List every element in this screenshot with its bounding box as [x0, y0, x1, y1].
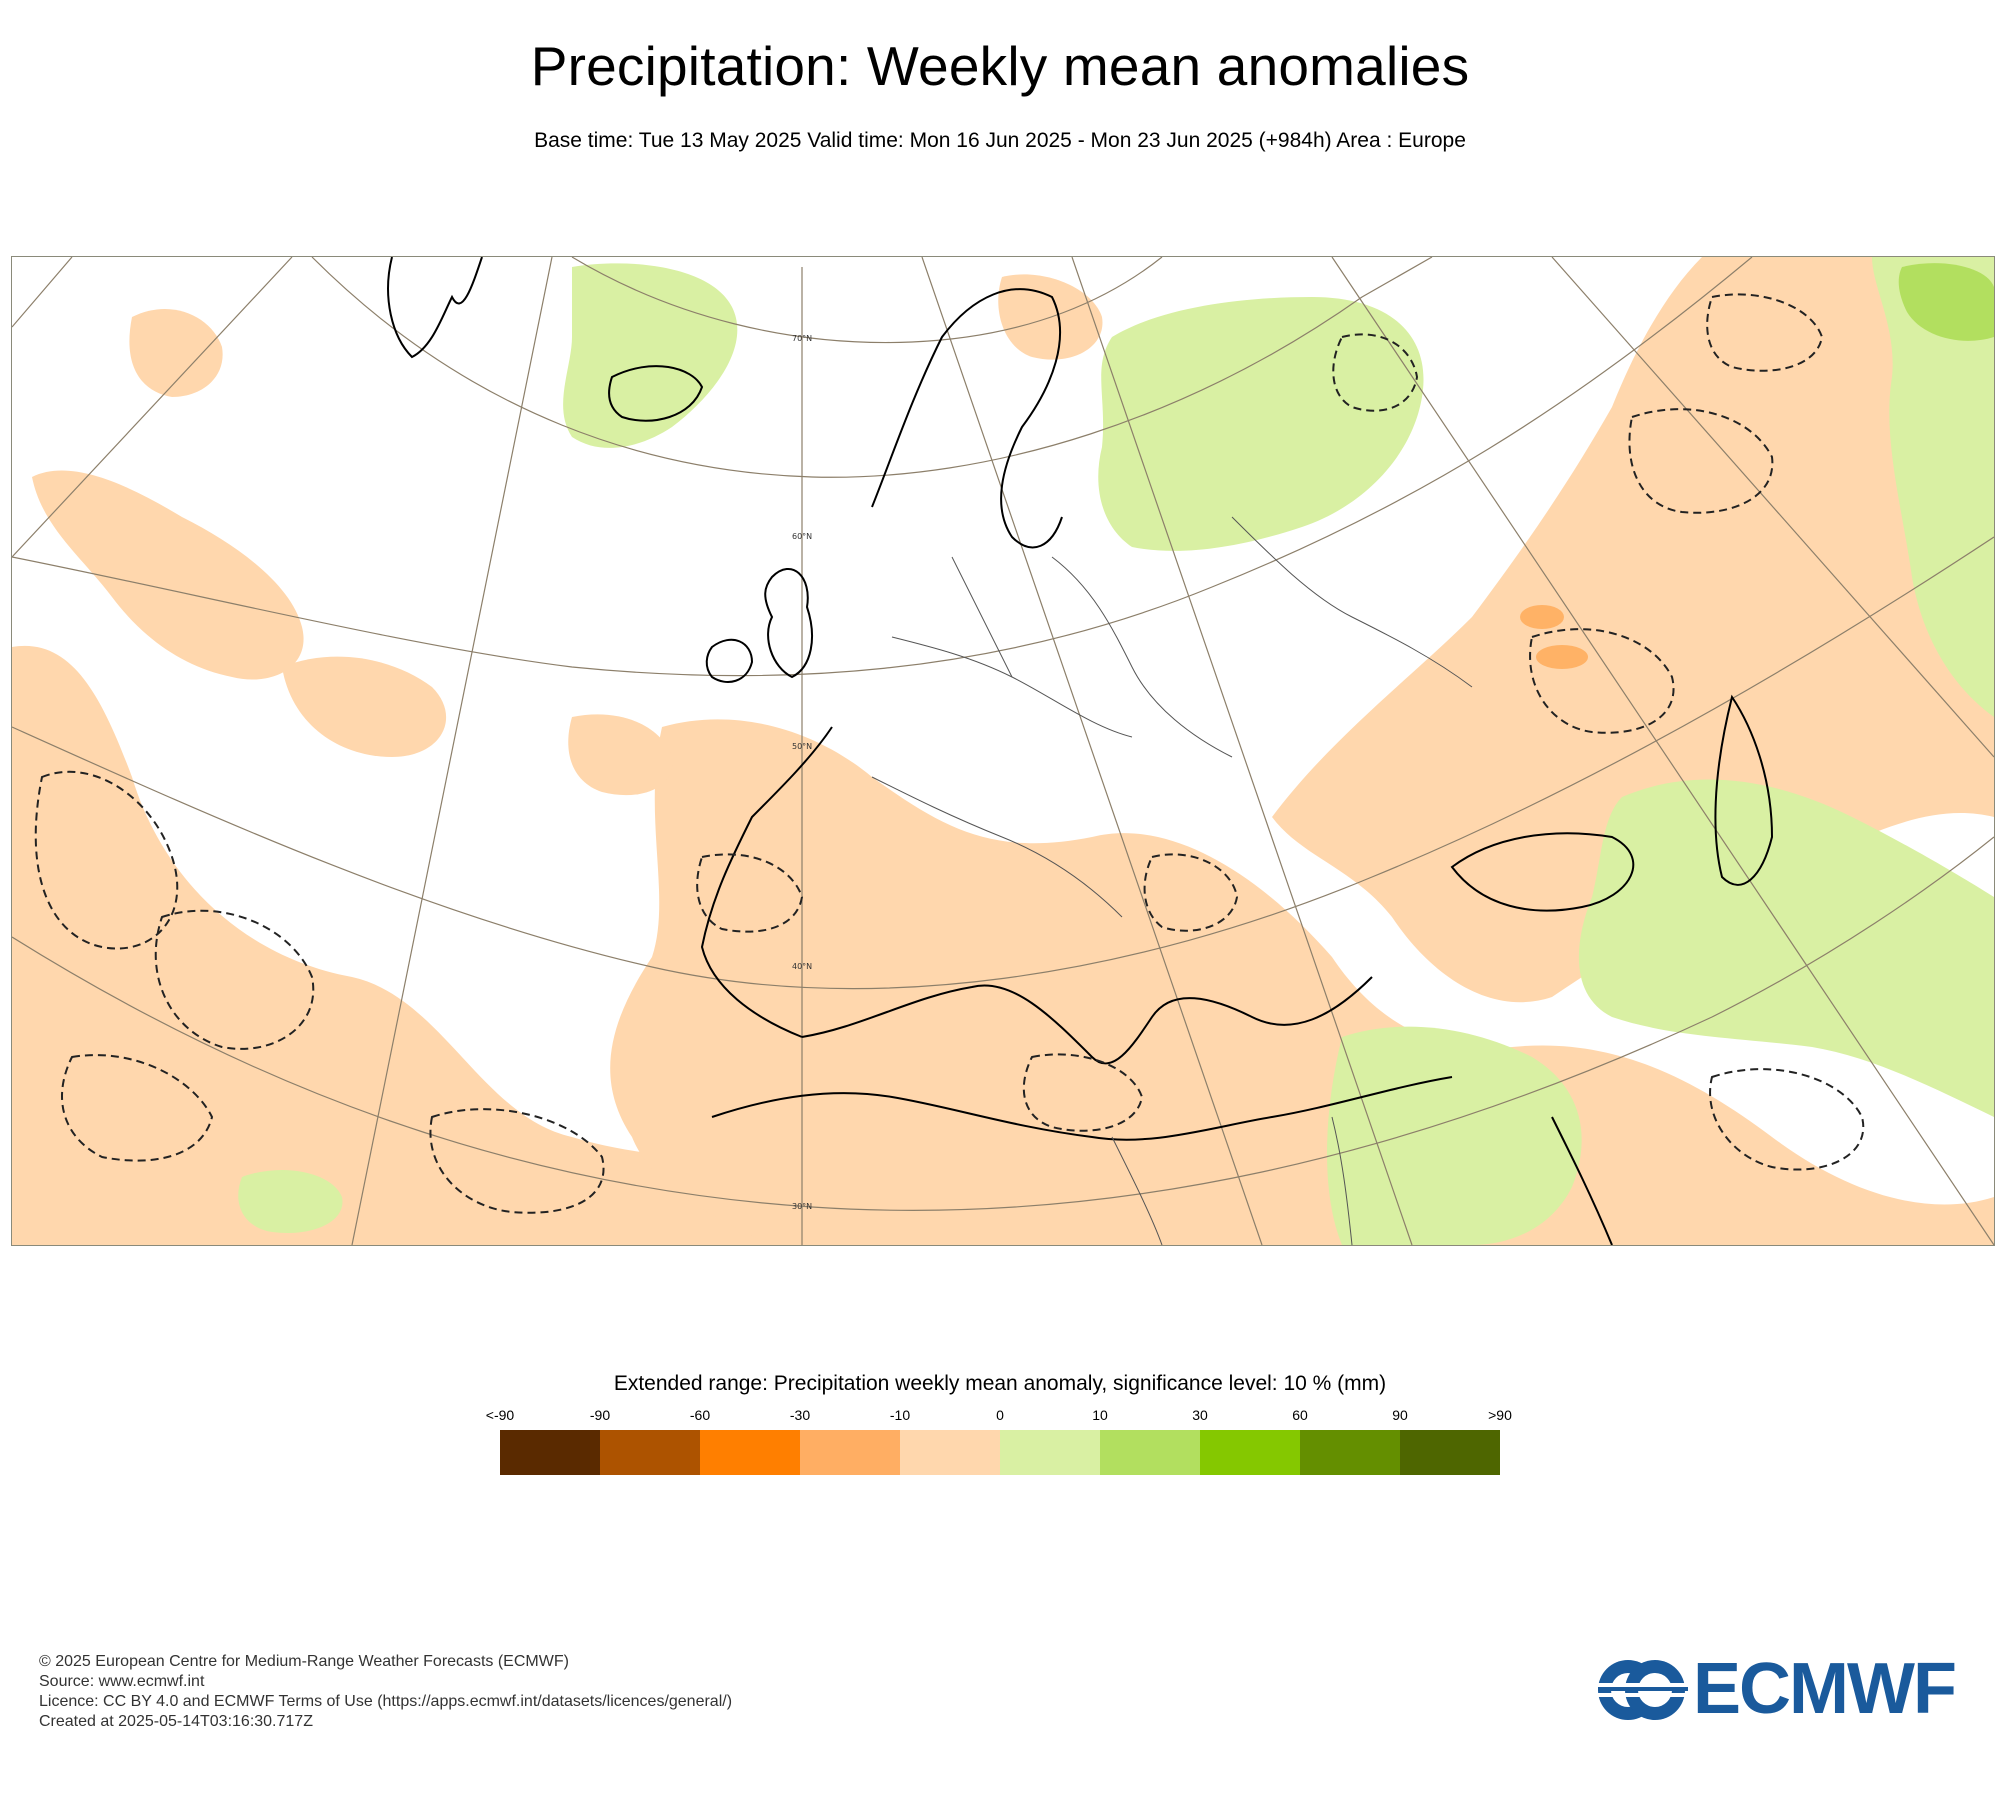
lat-label-30: 30°N	[792, 1202, 812, 1211]
parallel-40	[12, 536, 1994, 990]
legend-swatch-8	[1300, 1430, 1400, 1475]
atlantic-sw-patch	[238, 1169, 343, 1233]
ecmwf-logo-icon	[1593, 1660, 1693, 1720]
biscay-patch	[568, 714, 673, 796]
contour-atlantic-1	[34, 770, 179, 950]
mediterranean-north-coast	[801, 976, 1373, 1065]
legend-color-bar	[500, 1430, 1500, 1475]
legend-swatch-0	[500, 1430, 600, 1475]
contour-iberia-1	[696, 853, 804, 933]
legend-swatch-6	[1100, 1430, 1200, 1475]
lat-label-70: 70°N	[792, 334, 812, 343]
significance-contours	[34, 293, 1865, 1214]
lat-label-50: 50°N	[792, 742, 812, 751]
parallel-50	[12, 257, 1753, 677]
meridian-e20	[1071, 257, 1413, 1245]
anomaly-map[interactable]: 70°N 60°N 50°N 40°N 30°N	[11, 256, 1995, 1246]
legend-tick-8: 60	[1292, 1407, 1308, 1423]
legend-swatch-3	[800, 1430, 900, 1475]
middle-east-region	[1578, 779, 1994, 1117]
legend-tick-9: 90	[1392, 1407, 1408, 1423]
caspian-patch-2	[1536, 645, 1588, 669]
caspian-patch-1	[1520, 605, 1564, 629]
legend-tick-4: -10	[889, 1407, 911, 1423]
greenland-coast	[387, 257, 483, 359]
scandinavia-coast	[871, 288, 1063, 549]
legend-tick-5: 0	[996, 1407, 1004, 1423]
contour-baltic-1	[1332, 333, 1419, 412]
urals-patch	[1898, 263, 1994, 341]
africa-north-coast	[711, 1076, 1453, 1141]
meridian-w30	[12, 257, 73, 328]
mid-atlantic-patch	[32, 470, 304, 680]
meridian-w10	[351, 257, 553, 1245]
black-sea-coast	[1450, 832, 1635, 912]
legend-tick-0: <-90	[485, 1407, 515, 1423]
legend-tick-3: -30	[789, 1407, 811, 1423]
parallel-30	[12, 836, 1994, 1211]
legend-ticks: <-90 -90 -60 -30 -10 0 10 30 60 90 >90	[0, 1407, 2000, 1427]
legend-swatch-4	[900, 1430, 1000, 1475]
legend-tick-7: 30	[1192, 1407, 1208, 1423]
britain-coast	[764, 567, 813, 679]
contour-atlantic-2	[154, 909, 315, 1050]
parallel-60	[311, 257, 1433, 478]
coastlines	[387, 257, 1774, 1245]
meridian-e10	[921, 257, 1263, 1245]
contour-balkan-1	[1143, 853, 1239, 932]
legend-swatch-7	[1200, 1430, 1300, 1475]
footer-created: Created at 2025-05-14T03:16:30.717Z	[39, 1713, 313, 1730]
legend-tick-1: -90	[589, 1407, 611, 1423]
legend-tick-6: 10	[1092, 1407, 1108, 1423]
legend-tick-2: -60	[689, 1407, 711, 1423]
contour-med-1	[1022, 1053, 1144, 1132]
latitude-labels: 70°N 60°N 50°N 40°N 30°N	[792, 334, 812, 1211]
below-normal-strong	[1520, 605, 1588, 669]
above-normal-areas	[238, 257, 1994, 1245]
contour-east-2	[1628, 408, 1774, 514]
central-atlantic-patch	[282, 656, 447, 757]
footer-credits: © 2025 European Centre for Medium-Range …	[39, 1652, 732, 1732]
red-sea-coast	[1551, 1116, 1613, 1245]
atlantic-south-region	[12, 645, 852, 1245]
meridian-e40	[1551, 257, 1994, 758]
europe-west-coast	[700, 726, 833, 1038]
parallel-70	[571, 257, 1163, 344]
ireland-coast	[705, 638, 754, 683]
graticule	[12, 257, 1994, 1245]
page-subtitle: Base time: Tue 13 May 2025 Valid time: M…	[534, 129, 1466, 152]
contour-east-3	[1706, 293, 1824, 372]
legend-swatch-2	[700, 1430, 800, 1475]
iceland-coast	[608, 365, 704, 422]
above-normal-strong	[1898, 263, 1994, 341]
africa-region	[1327, 1026, 1582, 1245]
contour-africa-1	[429, 1108, 605, 1214]
iberia-med-region	[610, 719, 1994, 1245]
contour-middleeast-1	[1709, 1068, 1865, 1171]
lat-label-40: 40°N	[792, 962, 812, 971]
below-normal-areas	[12, 257, 1994, 1245]
page-title: Precipitation: Weekly mean anomalies	[530, 35, 1470, 97]
legend-swatch-1	[600, 1430, 700, 1475]
legend-swatch-5	[1000, 1430, 1100, 1475]
contour-east-1	[1529, 628, 1675, 734]
meridian-e30	[1331, 257, 1994, 1245]
footer-source[interactable]: Source: www.ecmwf.int	[39, 1673, 205, 1690]
meridian-w20	[12, 257, 293, 558]
legend-title: Extended range: Precipitation weekly mea…	[613, 1372, 1387, 1395]
footer-copyright: © 2025 European Centre for Medium-Range …	[39, 1653, 569, 1670]
country-borders	[871, 516, 1473, 1245]
lat-label-60: 60°N	[792, 532, 812, 541]
far-east-region	[1872, 257, 1994, 717]
contour-atlantic-3	[61, 1054, 214, 1162]
baltic-russia-region	[1098, 297, 1424, 551]
caspian-coast	[1714, 694, 1774, 886]
ecmwf-logo-text: ECMWF	[1693, 1649, 1957, 1729]
ecmwf-logo[interactable]: ECMWF	[1593, 1651, 1973, 1727]
legend-swatch-9	[1400, 1430, 1500, 1475]
map-canvas: 70°N 60°N 50°N 40°N 30°N	[12, 257, 1994, 1245]
footer-licence[interactable]: Licence: CC BY 4.0 and ECMWF Terms of Us…	[39, 1693, 733, 1710]
north-atlantic-patch	[129, 308, 223, 397]
legend-tick-10: >90	[1488, 1407, 1512, 1423]
